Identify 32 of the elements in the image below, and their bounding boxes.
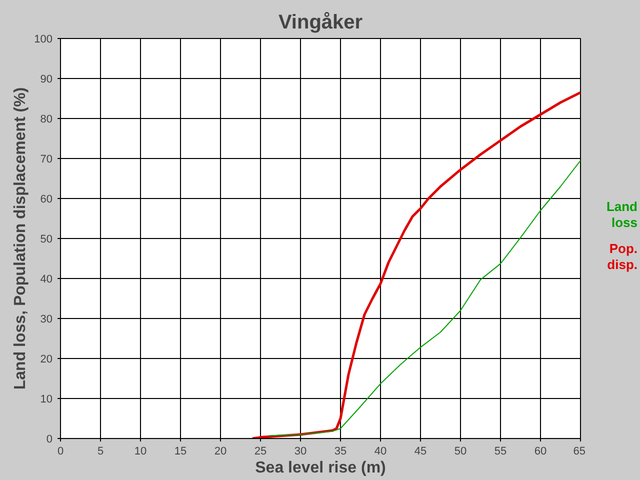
x-tick-label: 0 <box>57 446 64 458</box>
x-tick-label: 30 <box>294 446 307 458</box>
x-tick-label: 5 <box>97 446 104 458</box>
x-tick-label: 65 <box>573 446 586 458</box>
x-tick-label: 60 <box>534 446 547 458</box>
y-tick-label: 50 <box>40 234 53 246</box>
y-tick-label: 40 <box>40 274 53 286</box>
y-axis-title: Land loss, Population displacement (%) <box>12 87 30 390</box>
y-tick-label: 90 <box>40 74 53 86</box>
y-tick-label: 20 <box>40 354 53 366</box>
x-tick-label: 15 <box>174 446 187 458</box>
x-tick-label: 20 <box>214 446 227 458</box>
y-tick-label: 0 <box>46 434 53 446</box>
y-tick-label: 10 <box>40 394 53 406</box>
x-tick-label: 55 <box>494 446 507 458</box>
y-tick-label: 80 <box>40 114 53 126</box>
x-tick-label: 40 <box>374 446 387 458</box>
line-series <box>268 160 580 436</box>
text: Pop. disp. <box>607 241 638 272</box>
chart-title: Vingåker <box>278 12 363 34</box>
y-tick-label: 60 <box>40 194 53 206</box>
y-tick-label: 70 <box>40 154 53 166</box>
x-tick-label: 35 <box>334 446 347 458</box>
text: Land loss <box>606 199 638 230</box>
x-tick-label: 45 <box>414 446 427 458</box>
y-tick-label: 30 <box>40 314 53 326</box>
x-tick-label: 25 <box>254 446 267 458</box>
x-tick-label: 50 <box>454 446 467 458</box>
x-tick-label: 10 <box>134 446 147 458</box>
x-axis-title: Sea level rise (m) <box>255 460 386 476</box>
y-tick-label: 100 <box>34 34 53 46</box>
line-series <box>251 91 580 438</box>
